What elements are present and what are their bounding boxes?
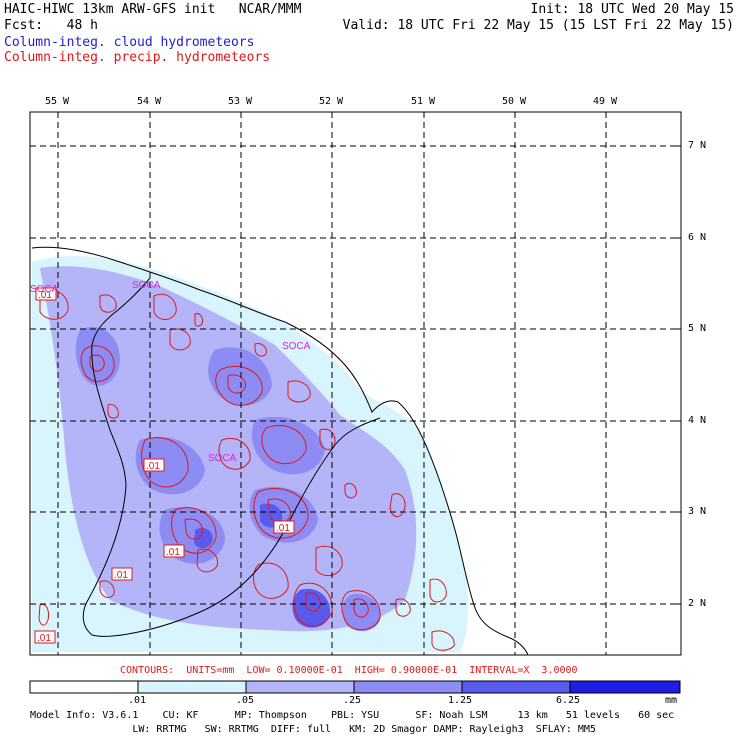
lat-label: 5 N (688, 323, 707, 334)
lon-label: 49 W (593, 96, 618, 107)
model-info-line2: LW: RRTMG SW: RRTMG DIFF: full KM: 2D Sm… (30, 724, 596, 735)
map-frame (29, 111, 682, 656)
lat-label: 4 N (688, 415, 707, 426)
colorbar-swatch (569, 680, 681, 694)
right-ticks (675, 145, 681, 605)
colorbar-swatch (461, 680, 571, 694)
lon-label: 53 W (228, 96, 253, 107)
grid-lines (30, 112, 681, 655)
colorbar-tick: .05 (236, 695, 255, 706)
lon-label: 54 W (137, 96, 162, 107)
colorbar-tick: 1.25 (448, 695, 473, 706)
coastline (31, 246, 529, 656)
place-label: SOCA (132, 280, 161, 291)
place-label: SOCA (282, 341, 311, 352)
contour-label: .01 (37, 633, 51, 644)
colorbar-tick: .01 (128, 695, 147, 706)
colorbar-units: mm (665, 695, 678, 706)
field-precip-label: Column-integ. precip. hydrometeors (4, 50, 271, 65)
colorbar-swatch (245, 680, 355, 694)
contour-label: .01 (166, 547, 180, 558)
place-label: SOCA (30, 284, 59, 295)
model-info-line1: Model Info: V3.6.1 CU: KF MP: Thompson P… (30, 710, 675, 721)
valid-time: Valid: 18 UTC Fri 22 May 15 (15 LST Fri … (342, 18, 734, 33)
lon-label: 50 W (502, 96, 527, 107)
init-time: Init: 18 UTC Wed 20 May 15 (530, 2, 735, 17)
contour-info: CONTOURS: UNITS=mm LOW= 0.10000E-01 HIGH… (120, 665, 578, 676)
contour-label: .01 (38, 290, 52, 301)
top-ticks (57, 112, 607, 118)
place-label: SOCA (208, 453, 237, 464)
lat-label: 6 N (688, 232, 707, 243)
contour-label-boxes (34, 287, 295, 644)
lon-label: 55 W (45, 96, 70, 107)
colorbar-tick: .25 (343, 695, 362, 706)
colorbar-swatch (353, 680, 463, 694)
field-cloud-label: Column-integ. cloud hydrometeors (4, 35, 255, 50)
map-title: HAIC-HIWC 13km ARW-GFS init NCAR/MMM (4, 2, 302, 17)
forecast-hour: Fcst: 48 h (4, 18, 98, 33)
contour-label: .01 (276, 523, 290, 534)
lat-label: 7 N (688, 140, 707, 151)
colorbar-swatch (29, 680, 139, 694)
lon-label: 51 W (411, 96, 436, 107)
contour-label: .01 (114, 570, 128, 581)
colorbar-swatch (137, 680, 247, 694)
lon-label: 52 W (319, 96, 344, 107)
lat-label: 3 N (688, 506, 707, 517)
colorbar-tick: 6.25 (556, 695, 581, 706)
contour-label: .01 (146, 461, 160, 472)
lat-label: 2 N (688, 598, 707, 609)
colorbar (29, 680, 681, 694)
